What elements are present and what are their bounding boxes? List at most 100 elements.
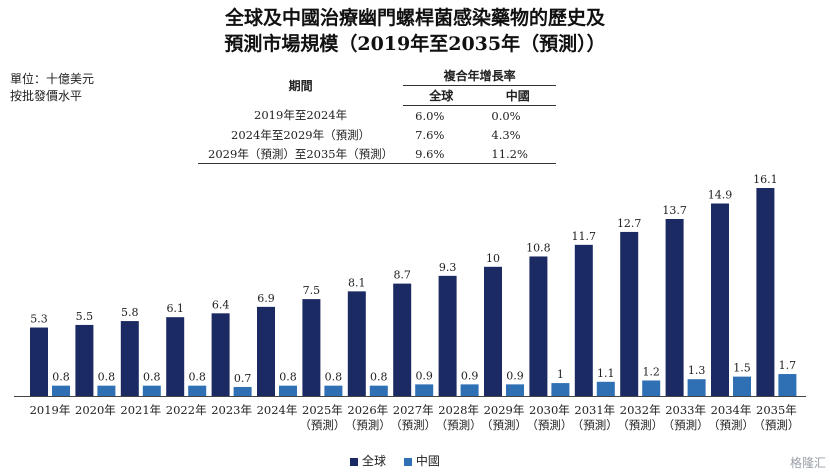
bar-global — [438, 275, 457, 396]
chart-title-line-2: 預測市場規模（2019年至2035年（預測）） — [224, 33, 606, 55]
bar-china — [324, 385, 343, 396]
bar-china — [97, 385, 116, 396]
bar-china — [142, 385, 161, 396]
data-label-global: 5.8 — [121, 306, 139, 319]
data-label-china: 0.8 — [188, 371, 206, 384]
data-label-china: 0.8 — [279, 371, 297, 384]
data-label-global: 6.4 — [212, 298, 230, 311]
data-label-china: 1.5 — [733, 362, 751, 375]
x-tick-label: 2035年 — [756, 403, 797, 417]
x-tick-label: 2020年 — [75, 403, 116, 417]
data-label-global: 6.1 — [166, 302, 184, 315]
data-label-china: 1 — [557, 368, 564, 381]
data-label-china: 0.9 — [461, 369, 479, 382]
x-tick-label: （預測） — [753, 418, 799, 432]
bar-china — [188, 385, 207, 396]
bar-china — [233, 386, 252, 396]
x-tick-label: 2028年 — [438, 403, 479, 417]
x-tick-label: （預測） — [436, 418, 482, 432]
data-label-global: 13.7 — [662, 204, 687, 217]
bar-china — [596, 381, 615, 396]
x-tick-label: 2029年 — [484, 403, 525, 417]
bar-china — [52, 385, 70, 396]
data-label-global: 10 — [486, 252, 500, 265]
x-tick-label: 2024年 — [257, 403, 298, 417]
x-tick-label: 2023年 — [211, 403, 252, 417]
legend-swatch-china — [403, 457, 412, 466]
bar-china — [687, 379, 706, 396]
china-header: 中國 — [479, 85, 556, 106]
cagr-china: 0.0% — [491, 108, 521, 123]
data-label-global: 5.5 — [76, 310, 94, 323]
data-label-china: 0.9 — [506, 369, 524, 382]
legend-item-global: 全球 — [350, 452, 386, 469]
x-tick-label: （預測） — [526, 418, 572, 432]
data-label-global: 11.7 — [572, 230, 597, 243]
chart-title-line-1: 全球及中國治療幽門螺桿菌感染藥物的歷史及 — [224, 7, 605, 29]
data-label-china: 0.7 — [234, 372, 252, 385]
bar-china — [778, 374, 797, 396]
bar-global — [166, 317, 185, 396]
x-tick-label: 2025年 — [302, 403, 343, 417]
cagr-period: 2029年（預測）至2035年（預測） — [198, 144, 404, 164]
data-label-china: 0.8 — [52, 371, 70, 384]
bar-china — [733, 376, 751, 396]
legend-label-global: 全球 — [362, 454, 387, 468]
x-tick-label: 2033年 — [665, 403, 706, 417]
data-label-china: 0.8 — [325, 371, 343, 384]
bar-global — [347, 291, 366, 396]
x-tick-label: （預測） — [572, 418, 618, 432]
data-label-global: 9.3 — [439, 261, 457, 274]
bar-global — [302, 299, 321, 396]
x-tick-label: 2019年 — [30, 403, 71, 417]
price-basis-note: 按批發價水平 — [10, 89, 83, 103]
x-tick-label: 2032年 — [620, 403, 661, 417]
cagr-china: 4.3% — [491, 127, 521, 142]
data-label-global: 8.7 — [393, 269, 411, 282]
cagr-row: 2029年（預測）至2035年（預測） 9.6% 11.2% — [198, 144, 556, 164]
watermark-logo: 格隆汇 — [789, 456, 826, 470]
bar-china — [506, 384, 524, 396]
data-label-global: 12.7 — [617, 217, 642, 230]
legend: 全球 中國 — [350, 452, 454, 469]
data-label-china: 1.1 — [597, 367, 615, 380]
data-label-china: 1.3 — [688, 364, 706, 377]
bar-global — [756, 188, 775, 396]
legend-swatch-global — [350, 457, 358, 466]
bar-china — [460, 384, 479, 396]
bar-global — [30, 327, 48, 396]
cagr-row: 2019年至2024年 6.0% 0.0% — [198, 106, 556, 126]
legend-item-china: 中國 — [403, 452, 440, 469]
cagr-period: 2019年至2024年 — [254, 108, 348, 123]
bar-global — [75, 324, 94, 396]
x-tick-label: 2031年 — [574, 403, 615, 417]
x-tick-label: （預測） — [481, 418, 527, 432]
data-label-global: 7.5 — [303, 284, 321, 297]
cagr-row: 2024年至2029年（預測） 7.6% 4.3% — [198, 125, 556, 144]
bar-global — [529, 256, 548, 396]
cagr-table: 期間 複合年增長率 全球 中國 2019年至2024年 6.0% 0.0% 20… — [198, 66, 556, 164]
data-label-china: 0.8 — [370, 371, 388, 384]
x-tick-label: （預測） — [663, 418, 709, 432]
cagr-global: 6.0% — [415, 108, 445, 123]
bar-global — [211, 313, 230, 396]
data-label-china: 1.2 — [642, 365, 660, 378]
x-tick-label: 2026年 — [347, 403, 388, 417]
data-label-global: 14.9 — [708, 189, 733, 202]
period-header: 期間 — [288, 79, 313, 94]
bar-global — [120, 321, 139, 396]
data-label-global: 6.9 — [257, 292, 275, 305]
data-label-china: 0.8 — [98, 371, 116, 384]
bar-global — [574, 244, 593, 396]
cagr-header: 複合年增長率 — [443, 69, 516, 83]
cagr-china: 11.2% — [479, 144, 556, 164]
x-tick-label: 2034年 — [711, 403, 752, 417]
global-header: 全球 — [403, 85, 480, 106]
bar-china — [279, 385, 297, 396]
data-label-china: 0.9 — [415, 369, 433, 382]
data-label-global: 16.1 — [753, 173, 778, 186]
data-label-global: 10.8 — [526, 241, 551, 254]
x-tick-label: 2030年 — [529, 403, 570, 417]
unit-note: 單位：十億美元 — [10, 72, 95, 86]
x-tick-label: （預測） — [390, 418, 436, 432]
